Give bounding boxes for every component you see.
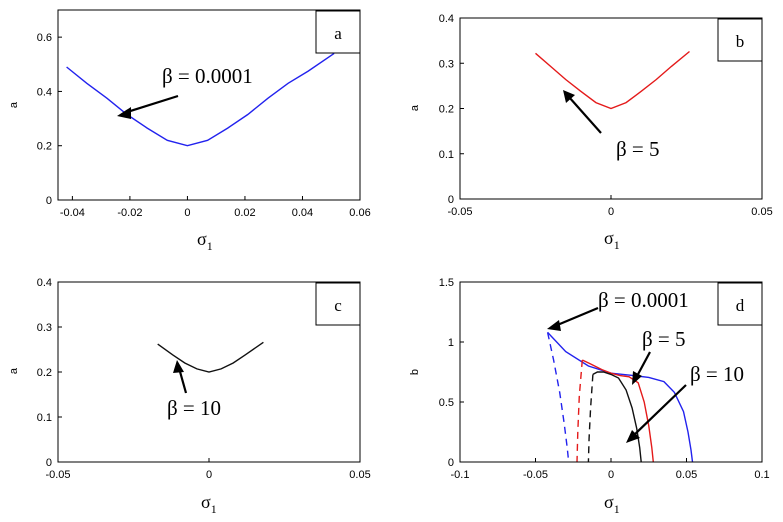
panel-d-ytick-label: 1 bbox=[448, 337, 454, 349]
panel-b-xtick-label: 0 bbox=[608, 206, 614, 218]
panel-d-ticks: -0.1 -0.05 0 0.05 0.1 0 0.5 1 1.5 bbox=[439, 277, 770, 481]
panel-a-ticks: -0.04 -0.02 0 0.02 0.04 0.06 0 0.2 0.4 0.6 bbox=[37, 32, 371, 219]
panel-d-annotation-2: β = 5 bbox=[642, 327, 686, 351]
panel-a-curves bbox=[66, 52, 335, 147]
panel-d-label-box bbox=[717, 282, 763, 326]
panel-a-annotation: β = 0.0001 bbox=[162, 64, 253, 88]
panel-b-ytick-label: 0.2 bbox=[439, 104, 454, 116]
panel-d-series-0-line bbox=[547, 331, 694, 463]
panel-c-xtick-label: 0 bbox=[206, 469, 212, 481]
panel-c-ylabel: a bbox=[8, 367, 20, 374]
panel-b-ytick-label: 0.3 bbox=[439, 58, 454, 70]
panel-c-ytick-label: 0.1 bbox=[37, 412, 52, 424]
panel-d-xtick-label: -0.05 bbox=[523, 469, 548, 481]
panel-a-ytick-label: 0.6 bbox=[37, 32, 52, 44]
panel-a-series-0-line bbox=[66, 52, 335, 147]
panel-d-series-2-line bbox=[582, 359, 654, 463]
panel-c-annotation-arrow bbox=[173, 360, 188, 394]
panel-c-annotation: β = 10 bbox=[167, 396, 221, 420]
panel-b-annotation-arrow bbox=[563, 90, 602, 134]
panel-b-label-box bbox=[717, 18, 763, 62]
panel-c-ytick-label: 0 bbox=[46, 457, 52, 469]
panel-a-label-box bbox=[315, 10, 361, 54]
panel-a-ytick-label: 0.2 bbox=[37, 141, 52, 153]
panel-d-xtick-label: 0.1 bbox=[754, 469, 769, 481]
panel-d-ylabel: b bbox=[409, 369, 421, 375]
panel-d-xtick-label: 0.05 bbox=[676, 469, 697, 481]
panel-b-ytick-label: 0.1 bbox=[439, 149, 454, 161]
panel-a-xtick-label: -0.04 bbox=[60, 207, 85, 219]
panel-a-xtick-label: 0.02 bbox=[234, 207, 255, 219]
panel-d-series-4-line bbox=[592, 371, 642, 463]
panel-d-annotation-3: β = 10 bbox=[690, 362, 744, 386]
panel-a-ytick-label: 0 bbox=[46, 195, 52, 207]
panel-a-xtick-label: -0.02 bbox=[117, 207, 142, 219]
panel-d-series-5-line bbox=[587, 374, 594, 463]
panel-d-xtick-label: 0 bbox=[608, 469, 614, 481]
panel-b-xtick-label: 0.05 bbox=[751, 206, 772, 218]
panel-a-xtick-label: 0.04 bbox=[292, 207, 313, 219]
panel-d-series-1-line bbox=[546, 332, 570, 463]
panel-d-annotation-arrow-3 bbox=[626, 384, 687, 443]
panel-d-xlabel: σ1 bbox=[604, 492, 620, 516]
panel-d-series-3-line bbox=[576, 359, 583, 463]
panel-b-annotation: β = 5 bbox=[616, 137, 660, 161]
panel-c-curves bbox=[157, 341, 264, 373]
panel-a-ytick-label: 0.4 bbox=[37, 86, 52, 98]
panel-b-xlabel: σ1 bbox=[604, 228, 620, 252]
panel-b-ylabel: a bbox=[409, 104, 421, 111]
panel-d: -0.1 -0.05 0 0.05 0.1 0 0.5 1 1.5 b σ1 d β = 0.0… bbox=[409, 277, 770, 516]
panel-c-xlabel: σ1 bbox=[201, 492, 217, 516]
panel-d-annotation-arrow-1 bbox=[547, 306, 599, 331]
panel-c-label: c bbox=[334, 296, 342, 315]
panel-c-xtick-label: 0.05 bbox=[349, 469, 370, 481]
panel-a-xtick-label: 0.06 bbox=[349, 207, 370, 219]
panel-b-ytick-label: 0 bbox=[448, 194, 454, 206]
panel-d-label: d bbox=[736, 296, 745, 315]
panel-d-annotation-1: β = 0.0001 bbox=[598, 288, 689, 312]
panel-b-series-0-line bbox=[535, 50, 690, 110]
panel-b-label: b bbox=[736, 32, 745, 51]
panel-a-label: a bbox=[334, 24, 342, 43]
panel-b-ytick-label: 0.4 bbox=[439, 13, 454, 25]
panel-d-ytick-label: 1.5 bbox=[439, 277, 454, 289]
panel-c-ytick-label: 0.3 bbox=[37, 322, 52, 334]
panel-d-ytick-label: 0 bbox=[448, 457, 454, 469]
panel-d-xtick-label: -0.1 bbox=[451, 469, 470, 481]
panel-c-label-box bbox=[315, 282, 361, 326]
panel-b-xtick-label: -0.05 bbox=[447, 206, 472, 218]
panel-a-xlabel: σ1 bbox=[197, 229, 213, 253]
panel-b-curves bbox=[535, 50, 690, 110]
panel-a-xtick-label: 0 bbox=[184, 207, 190, 219]
panel-d-curves bbox=[546, 331, 694, 463]
panel-a-annotation-arrow bbox=[117, 94, 179, 119]
panel-d-annotation-arrow-2 bbox=[632, 351, 651, 385]
panel-c-series-0-line bbox=[157, 341, 264, 373]
panel-a: -0.04 -0.02 0 0.02 0.04 0.06 0 0.2 0.4 0.6 a σ1 a… bbox=[8, 9, 371, 253]
panel-d-ytick-label: 0.5 bbox=[439, 397, 454, 409]
panel-c-ytick-label: 0.4 bbox=[37, 277, 52, 289]
panel-a-frame bbox=[57, 9, 361, 201]
panel-a-ylabel: a bbox=[8, 101, 20, 108]
panel-c-ytick-label: 0.2 bbox=[37, 367, 52, 379]
panel-c-xtick-label: -0.05 bbox=[45, 469, 70, 481]
